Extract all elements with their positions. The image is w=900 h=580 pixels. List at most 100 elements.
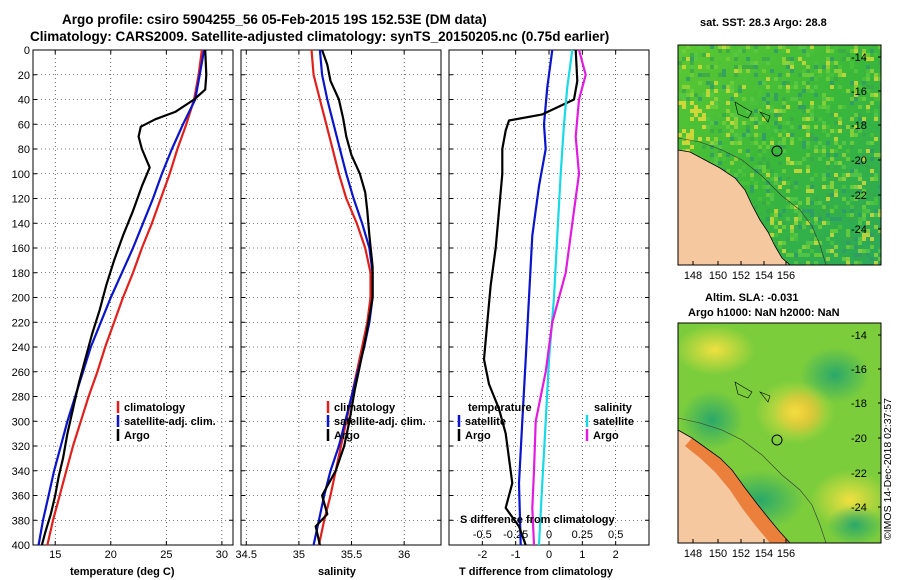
sst-pixel xyxy=(762,101,766,105)
sst-pixel xyxy=(786,133,790,137)
sst-land xyxy=(678,150,790,265)
sst-pixel xyxy=(826,133,830,137)
sst-pixel xyxy=(814,261,818,265)
sst-pixel xyxy=(766,85,770,89)
sst-pixel xyxy=(738,137,742,141)
sst-pixel xyxy=(786,161,790,165)
sst-pixel xyxy=(810,137,814,141)
sst-pixel xyxy=(750,137,754,141)
sst-pixel xyxy=(858,213,862,217)
sst-pixel xyxy=(726,109,730,113)
lon-tick-label: 154 xyxy=(755,548,773,560)
sst-pixel xyxy=(870,213,874,217)
sst-pixel xyxy=(782,209,786,213)
sst-pixel xyxy=(874,153,878,157)
sst-pixel xyxy=(730,121,734,125)
sst-pixel xyxy=(718,149,722,153)
sst-pixel xyxy=(778,73,782,77)
sst-pixel xyxy=(710,65,714,69)
sst-pixel xyxy=(826,69,830,73)
sst-pixel xyxy=(826,49,830,53)
sst-pixel xyxy=(806,129,810,133)
sst-pixel xyxy=(826,57,830,61)
sst-pixel xyxy=(818,149,822,153)
y-tick-label: 360 xyxy=(12,491,30,503)
sst-pixel xyxy=(690,129,694,133)
sst-pixel xyxy=(826,105,830,109)
sst-pixel xyxy=(750,61,754,65)
sst-pixel xyxy=(818,213,822,217)
sst-pixel xyxy=(774,121,778,125)
sst-pixel xyxy=(730,85,734,89)
sst-pixel xyxy=(826,197,830,201)
sst-pixel xyxy=(774,177,778,181)
lat-tick-label: -22 xyxy=(851,190,867,202)
sst-pixel xyxy=(866,253,870,257)
sst-pixel xyxy=(842,141,846,145)
sst-pixel xyxy=(754,185,758,189)
sst-pixel xyxy=(858,189,862,193)
sst-pixel xyxy=(854,125,858,129)
sst-pixel xyxy=(854,45,858,49)
sst-pixel xyxy=(854,173,858,177)
sst-pixel xyxy=(770,93,774,97)
sst-pixel xyxy=(778,133,782,137)
sst-pixel xyxy=(786,105,790,109)
sst-pixel xyxy=(718,45,722,49)
sst-pixel xyxy=(778,241,782,245)
sst-pixel xyxy=(698,97,702,101)
sst-pixel xyxy=(742,173,746,177)
sst-pixel xyxy=(758,197,762,201)
salinity-xlabel: salinity xyxy=(318,566,357,578)
sst-pixel xyxy=(854,245,858,249)
sst-pixel xyxy=(766,181,770,185)
sst-pixel xyxy=(826,193,830,197)
sst-pixel xyxy=(746,57,750,61)
sst-pixel xyxy=(682,65,686,69)
sst-pixel xyxy=(678,133,682,137)
sst-pixel xyxy=(766,169,770,173)
sst-pixel xyxy=(794,85,798,89)
sst-pixel xyxy=(878,93,881,97)
sst-pixel xyxy=(758,89,762,93)
sst-pixel xyxy=(774,49,778,53)
sst-pixel xyxy=(786,49,790,53)
sst-pixel xyxy=(846,245,850,249)
sst-pixel xyxy=(834,149,838,153)
sst-pixel xyxy=(738,169,742,173)
sst-pixel xyxy=(878,209,881,213)
sst-pixel xyxy=(822,121,826,125)
sst-pixel xyxy=(830,49,834,53)
sst-pixel xyxy=(814,65,818,69)
sst-pixel xyxy=(782,109,786,113)
sst-pixel xyxy=(850,209,854,213)
sst-pixel xyxy=(750,141,754,145)
sst-pixel xyxy=(858,229,862,233)
sst-pixel xyxy=(818,157,822,161)
sst-bathymetry xyxy=(678,137,827,265)
sst-pixel xyxy=(810,237,814,241)
sst-pixel xyxy=(794,181,798,185)
sst-pixel xyxy=(782,225,786,229)
sst-pixel xyxy=(834,153,838,157)
sst-pixel xyxy=(702,125,706,129)
sst-pixel xyxy=(726,125,730,129)
sst-pixel xyxy=(750,157,754,161)
sst-pixel xyxy=(750,117,754,121)
sst-pixel xyxy=(678,61,682,65)
sst-pixel xyxy=(822,93,826,97)
sst-pixel xyxy=(866,229,870,233)
sst-pixel xyxy=(850,129,854,133)
sst-pixel xyxy=(802,125,806,129)
sst-pixel xyxy=(710,93,714,97)
sst-pixel xyxy=(858,129,862,133)
sst-pixel xyxy=(822,205,826,209)
y-tick-label: 20 xyxy=(18,70,30,82)
sst-pixel xyxy=(858,249,862,253)
sst-pixel xyxy=(838,225,842,229)
sst-pixel xyxy=(810,113,814,117)
sst-pixel xyxy=(862,209,866,213)
sst-pixel xyxy=(698,45,702,49)
sst-pixel xyxy=(806,53,810,57)
sst-pixel xyxy=(726,57,730,61)
